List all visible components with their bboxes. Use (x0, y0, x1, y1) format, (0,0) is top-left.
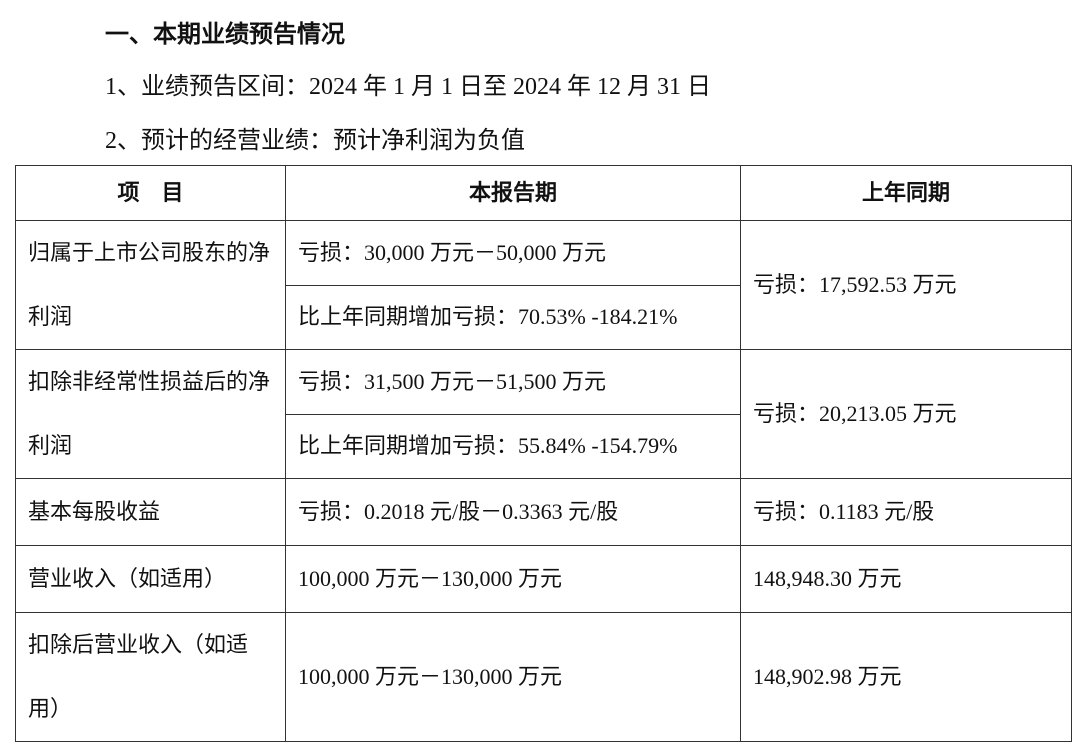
current-change: 比上年同期增加亏损：70.53% -184.21% (285, 284, 741, 350)
row-label: 基本每股收益 (15, 478, 286, 546)
current-change: 比上年同期增加亏损：55.84% -154.79% (285, 413, 741, 479)
header-current: 本报告期 (285, 165, 741, 221)
row-label: 营业收入（如适用） (15, 545, 286, 613)
header-item: 项 目 (15, 165, 286, 221)
prior-value: 148,948.30 万元 (740, 545, 1072, 613)
forecast-table: 项 目 本报告期 上年同期 归属于上市公司股东的净利润 亏损：30,000 万元… (15, 165, 1072, 742)
table-header-row: 项 目 本报告期 上年同期 (15, 165, 1072, 221)
table-row: 营业收入（如适用） 100,000 万元－130,000 万元 148,948.… (15, 545, 1072, 613)
row-label: 扣除后营业收入（如适用） (15, 612, 286, 742)
prior-value: 148,902.98 万元 (740, 612, 1072, 742)
table-row: 归属于上市公司股东的净利润 亏损：30,000 万元－50,000 万元 亏损：… (15, 220, 1072, 350)
current-value: 100,000 万元－130,000 万元 (285, 612, 741, 742)
table-row: 比上年同期增加亏损：55.84% -154.79% (16, 413, 1072, 479)
prior-value: 亏损：0.1183 元/股 (740, 478, 1072, 546)
current-value: 亏损：31,500 万元－51,500 万元 (285, 349, 741, 415)
section-title: 一、本期业绩预告情况 (105, 22, 345, 48)
row-label: 归属于上市公司股东的净利润 (15, 220, 286, 350)
current-value: 亏损：30,000 万元－50,000 万元 (285, 220, 741, 286)
prior-value: 亏损：17,592.53 万元 (740, 220, 1072, 350)
current-value: 亏损：0.2018 元/股－0.3363 元/股 (285, 478, 741, 546)
forecast-period: 1、业绩预告区间：2024 年 1 月 1 日至 2024 年 12 月 31 … (105, 74, 711, 100)
header-prior: 上年同期 (740, 165, 1072, 221)
table-row: 扣除非经常性损益后的净利润 亏损：31,500 万元－51,500 万元 亏损：… (15, 349, 1072, 479)
table-row: 扣除后营业收入（如适用） 100,000 万元－130,000 万元 148,9… (15, 612, 1072, 742)
forecast-result: 2、预计的经营业绩：预计净利润为负值 (105, 128, 525, 154)
row-label: 扣除非经常性损益后的净利润 (15, 349, 286, 479)
current-value: 100,000 万元－130,000 万元 (285, 545, 741, 613)
prior-value: 亏损：20,213.05 万元 (740, 349, 1072, 479)
table-row: 比上年同期增加亏损：70.53% -184.21% (16, 284, 1072, 350)
table-row: 基本每股收益 亏损：0.2018 元/股－0.3363 元/股 亏损：0.118… (15, 478, 1072, 546)
